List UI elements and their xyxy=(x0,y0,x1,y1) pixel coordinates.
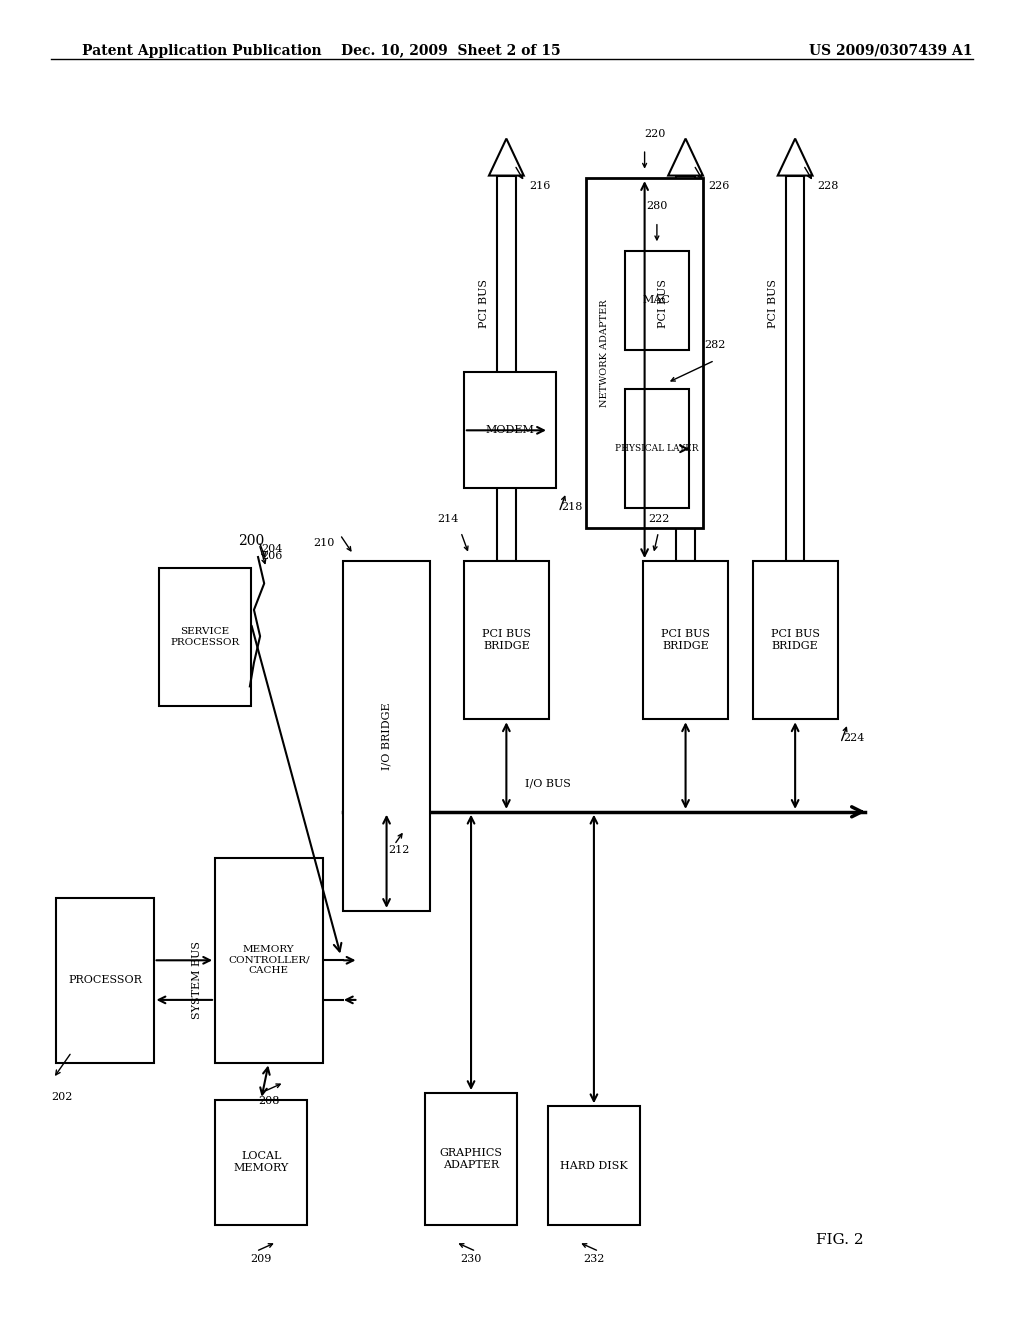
FancyBboxPatch shape xyxy=(643,561,728,719)
Text: US 2009/0307439 A1: US 2009/0307439 A1 xyxy=(809,44,973,58)
Text: 230: 230 xyxy=(461,1254,481,1265)
FancyBboxPatch shape xyxy=(498,176,515,561)
FancyBboxPatch shape xyxy=(548,1106,640,1225)
Text: I/O BUS: I/O BUS xyxy=(525,777,570,788)
Text: 216: 216 xyxy=(528,181,550,191)
FancyBboxPatch shape xyxy=(464,561,549,719)
Text: MODEM: MODEM xyxy=(485,425,535,436)
Text: PHYSICAL LAYER: PHYSICAL LAYER xyxy=(615,445,698,453)
Text: PCI BUS: PCI BUS xyxy=(658,279,668,329)
FancyBboxPatch shape xyxy=(159,568,251,706)
Text: 282: 282 xyxy=(705,339,725,350)
Text: FIG. 2: FIG. 2 xyxy=(816,1233,863,1247)
Text: 228: 228 xyxy=(817,181,839,191)
Text: HARD DISK: HARD DISK xyxy=(560,1160,628,1171)
Text: 204: 204 xyxy=(261,544,283,554)
Polygon shape xyxy=(668,139,702,176)
Text: I/O BRIDGE: I/O BRIDGE xyxy=(382,702,391,770)
Text: 202: 202 xyxy=(51,1092,73,1102)
Text: 222: 222 xyxy=(648,513,670,524)
Text: 280: 280 xyxy=(646,201,668,211)
Text: 214: 214 xyxy=(437,513,459,524)
Text: 206: 206 xyxy=(261,550,283,561)
Polygon shape xyxy=(489,139,523,176)
Text: 218: 218 xyxy=(561,502,583,512)
FancyBboxPatch shape xyxy=(464,372,556,488)
Text: LOCAL
MEMORY: LOCAL MEMORY xyxy=(233,1151,289,1173)
Text: 200: 200 xyxy=(238,533,264,548)
Text: PCI BUS: PCI BUS xyxy=(479,279,488,329)
FancyBboxPatch shape xyxy=(676,176,694,561)
Text: PCI BUS: PCI BUS xyxy=(768,279,777,329)
FancyBboxPatch shape xyxy=(425,1093,517,1225)
FancyBboxPatch shape xyxy=(215,1100,307,1225)
FancyBboxPatch shape xyxy=(215,858,323,1063)
Polygon shape xyxy=(778,139,813,176)
Text: 232: 232 xyxy=(584,1254,604,1265)
Text: 226: 226 xyxy=(709,181,729,191)
FancyBboxPatch shape xyxy=(625,251,689,350)
Text: 224: 224 xyxy=(843,733,864,743)
FancyBboxPatch shape xyxy=(786,176,805,561)
FancyBboxPatch shape xyxy=(56,898,154,1063)
FancyBboxPatch shape xyxy=(343,561,430,911)
FancyBboxPatch shape xyxy=(753,561,838,719)
Text: Patent Application Publication: Patent Application Publication xyxy=(82,44,322,58)
Text: PROCESSOR: PROCESSOR xyxy=(68,975,142,985)
Text: SYSTEM BUS: SYSTEM BUS xyxy=(191,941,202,1019)
Text: NETWORK ADAPTER: NETWORK ADAPTER xyxy=(600,300,608,407)
FancyBboxPatch shape xyxy=(586,178,703,528)
Text: PCI BUS
BRIDGE: PCI BUS BRIDGE xyxy=(482,630,530,651)
FancyBboxPatch shape xyxy=(625,389,689,508)
Text: SERVICE
PROCESSOR: SERVICE PROCESSOR xyxy=(170,627,240,647)
Text: 210: 210 xyxy=(313,537,335,548)
Text: Dec. 10, 2009  Sheet 2 of 15: Dec. 10, 2009 Sheet 2 of 15 xyxy=(341,44,560,58)
Text: 212: 212 xyxy=(389,845,410,855)
Text: MAC: MAC xyxy=(643,296,671,305)
Text: GRAPHICS
ADAPTER: GRAPHICS ADAPTER xyxy=(439,1148,503,1170)
Text: 220: 220 xyxy=(644,128,666,139)
Text: 208: 208 xyxy=(258,1096,280,1106)
Text: 209: 209 xyxy=(251,1254,271,1265)
Text: PCI BUS
BRIDGE: PCI BUS BRIDGE xyxy=(771,630,819,651)
Text: PCI BUS
BRIDGE: PCI BUS BRIDGE xyxy=(662,630,710,651)
Text: MEMORY
CONTROLLER/
CACHE: MEMORY CONTROLLER/ CACHE xyxy=(228,945,309,975)
